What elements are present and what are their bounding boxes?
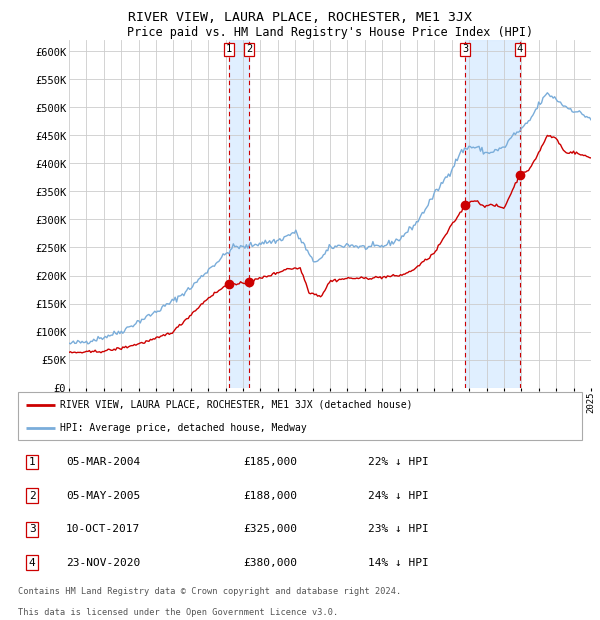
Bar — [229, 40, 249, 388]
Text: RIVER VIEW, LAURA PLACE, ROCHESTER, ME1 3JX (detached house): RIVER VIEW, LAURA PLACE, ROCHESTER, ME1 … — [60, 400, 413, 410]
Text: £188,000: £188,000 — [244, 490, 298, 500]
Text: 24% ↓ HPI: 24% ↓ HPI — [368, 490, 428, 500]
Text: 05-MAY-2005: 05-MAY-2005 — [66, 490, 140, 500]
Title: Price paid vs. HM Land Registry's House Price Index (HPI): Price paid vs. HM Land Registry's House … — [127, 26, 533, 39]
Text: 1: 1 — [226, 45, 232, 55]
Bar — [465, 40, 520, 388]
Text: RIVER VIEW, LAURA PLACE, ROCHESTER, ME1 3JX: RIVER VIEW, LAURA PLACE, ROCHESTER, ME1 … — [128, 11, 472, 24]
Text: 3: 3 — [29, 525, 35, 534]
Text: 4: 4 — [29, 558, 35, 568]
Text: HPI: Average price, detached house, Medway: HPI: Average price, detached house, Medw… — [60, 423, 307, 433]
Text: 22% ↓ HPI: 22% ↓ HPI — [368, 457, 428, 467]
Text: 10-OCT-2017: 10-OCT-2017 — [66, 525, 140, 534]
Text: 05-MAR-2004: 05-MAR-2004 — [66, 457, 140, 467]
Text: 4: 4 — [517, 45, 523, 55]
Text: 3: 3 — [462, 45, 469, 55]
Text: £185,000: £185,000 — [244, 457, 298, 467]
Text: 2: 2 — [246, 45, 252, 55]
Text: Contains HM Land Registry data © Crown copyright and database right 2024.: Contains HM Land Registry data © Crown c… — [18, 587, 401, 596]
Text: This data is licensed under the Open Government Licence v3.0.: This data is licensed under the Open Gov… — [18, 608, 338, 617]
Text: £325,000: £325,000 — [244, 525, 298, 534]
Text: 23% ↓ HPI: 23% ↓ HPI — [368, 525, 428, 534]
Text: 1: 1 — [29, 457, 35, 467]
Text: 23-NOV-2020: 23-NOV-2020 — [66, 558, 140, 568]
Text: £380,000: £380,000 — [244, 558, 298, 568]
Text: 14% ↓ HPI: 14% ↓ HPI — [368, 558, 428, 568]
FancyBboxPatch shape — [18, 392, 582, 440]
Text: 2: 2 — [29, 490, 35, 500]
